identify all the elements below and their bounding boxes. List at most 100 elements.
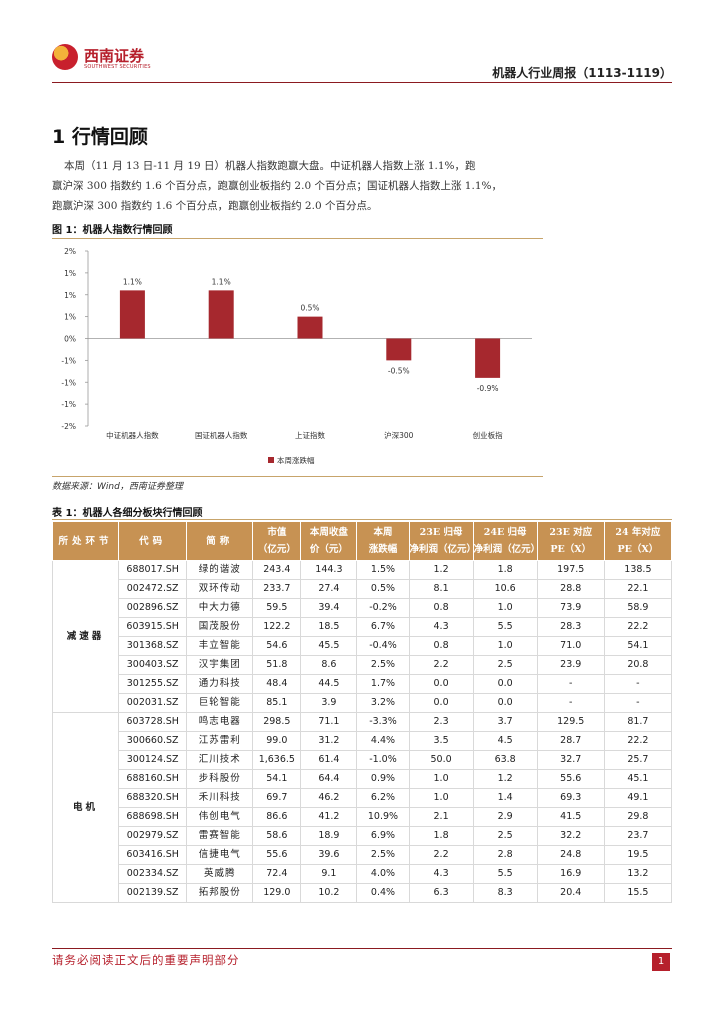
stock-name-cell: 汉宇集团	[186, 655, 254, 675]
table-header-cell: 简称	[186, 521, 254, 561]
table-header-cell: 24E 归母 净利润（亿元）	[472, 521, 540, 561]
value-cell: 99.0	[252, 731, 302, 751]
value-cell: 4.4%	[356, 731, 410, 751]
table-row: 300124.SZ 汇川技术 1,636.5 61.4 -1.0% 50.0 63.8 32.…	[53, 750, 673, 770]
table-row: 002896.SZ 中大力德 59.5 39.4 -0.2% 0.8 1.0 73.9 58.9	[53, 598, 673, 618]
x-category-label: 沪深300	[384, 430, 414, 440]
value-cell: 1.0	[472, 636, 538, 656]
stock-name-cell: 国茂股份	[186, 617, 254, 637]
value-cell: 1.8	[472, 560, 538, 580]
x-category-label: 中证机器人指数	[106, 430, 159, 440]
y-tick-label: -1%	[61, 400, 76, 409]
stock-name-cell: 鸣志电器	[186, 712, 254, 732]
value-cell: 27.4	[300, 579, 358, 599]
value-cell: 28.8	[536, 579, 605, 599]
value-cell: 4.3	[408, 617, 474, 637]
index-performance-chart: 2% 1% 1% 1% 0% -1% -1% -1% -2% 1.1% 中证机器人指数 1.1% 国证…	[61, 247, 532, 465]
value-cell: 0.0	[408, 674, 474, 694]
value-cell: 22.1	[603, 579, 673, 599]
value-cell: 45.1	[603, 769, 673, 789]
stock-name-cell: 巨轮智能	[186, 693, 254, 713]
value-cell: 233.7	[252, 579, 302, 599]
stock-name-cell: 丰立智能	[186, 636, 254, 656]
y-axis: 2% 1% 1% 1% 0% -1% -1% -1% -2%	[61, 247, 532, 431]
stock-name-cell: 拓邦股份	[186, 883, 254, 903]
value-cell: 6.3	[408, 883, 474, 903]
value-cell: 1.4	[472, 788, 538, 808]
y-tick-label: -2%	[61, 422, 76, 431]
y-tick-label: 1%	[64, 269, 76, 278]
value-cell: 32.7	[536, 750, 605, 770]
value-cell: 243.4	[252, 560, 302, 580]
value-cell: 2.8	[472, 845, 538, 865]
bar	[475, 338, 501, 378]
stock-code-cell: 603728.SH	[118, 712, 188, 732]
stock-code-cell: 002979.SZ	[118, 826, 188, 846]
value-cell: 2.5	[472, 826, 538, 846]
table-row: 电机 603728.SH 鸣志电器 298.5 71.1 -3.3% 2.3 3.7 129.5…	[51, 712, 673, 903]
table-caption: 表 1：机器人各细分板块行情回顾	[52, 508, 203, 519]
logo-english-name: SOUTHWEST SECURITIES	[84, 64, 151, 70]
value-cell: -	[536, 693, 605, 713]
value-cell: 54.1	[603, 636, 673, 656]
stock-name-cell: 双环传动	[186, 579, 254, 599]
section-title: 1 行情回顾	[52, 126, 148, 148]
value-cell: 1.5%	[356, 560, 410, 580]
value-cell: 5.5	[472, 617, 538, 637]
value-cell: 39.6	[300, 845, 358, 865]
value-cell: 10.2	[300, 883, 358, 903]
value-cell: 129.5	[536, 712, 605, 732]
x-category-label: 国证机器人指数	[195, 430, 248, 440]
bar-value-label: -0.5%	[388, 366, 410, 375]
bar-value-label: 1.1%	[212, 277, 231, 286]
value-cell: 54.1	[252, 769, 302, 789]
value-cell: 2.2	[408, 845, 474, 865]
value-cell: 2.3	[408, 712, 474, 732]
value-cell: 48.4	[252, 674, 302, 694]
table-row: 002139.SZ 拓邦股份 129.0 10.2 0.4% 6.3 8.3 20.4 15.5	[53, 883, 673, 903]
y-tick-label: -1%	[61, 356, 76, 365]
stock-code-cell: 300403.SZ	[118, 655, 188, 675]
x-category-label: 创业板指	[473, 430, 503, 440]
figure-top-rule	[52, 238, 543, 239]
value-cell: 144.3	[300, 560, 358, 580]
table-header-cell: 市值 （亿元）	[252, 521, 302, 561]
value-cell: 64.4	[300, 769, 358, 789]
value-cell: 31.2	[300, 731, 358, 751]
table-row: 002979.SZ 雷赛智能 58.6 18.9 6.9% 1.8 2.5 32.2 23.7	[53, 826, 673, 846]
value-cell: 6.2%	[356, 788, 410, 808]
segment-cell: 减速器	[51, 560, 120, 713]
value-cell: 20.4	[536, 883, 605, 903]
value-cell: 0.5%	[356, 579, 410, 599]
value-cell: 298.5	[252, 712, 302, 732]
stock-code-cell: 688320.SH	[118, 788, 188, 808]
value-cell: 6.7%	[356, 617, 410, 637]
value-cell: 8.6	[300, 655, 358, 675]
table-header-row: 所处环节 代码 简称 市值 （亿元） 本周收盘 价（元） 本周 涨跌幅 23E 归母 净利润（亿元）…	[51, 521, 673, 561]
value-cell: 58.6	[252, 826, 302, 846]
summary-paragraph: 本周（11 月 13 日-11 月 19 日）机器人指数跑赢大盘。中证机器人指数…	[52, 156, 672, 216]
value-cell: 69.3	[536, 788, 605, 808]
bar	[119, 290, 145, 339]
value-cell: 73.9	[536, 598, 605, 618]
stock-name-cell: 绿的谐波	[186, 560, 254, 580]
table-row: 688320.SH 禾川科技 69.7 46.2 6.2% 1.0 1.4 69.3 49.1	[53, 788, 673, 808]
value-cell: 18.5	[300, 617, 358, 637]
value-cell: 10.9%	[356, 807, 410, 827]
data-source-note: 数据来源：Wind，西南证券整理	[52, 482, 183, 492]
value-cell: 22.2	[603, 617, 673, 637]
value-cell: 71.1	[300, 712, 358, 732]
value-cell: 41.5	[536, 807, 605, 827]
value-cell: 69.7	[252, 788, 302, 808]
value-cell: -	[603, 674, 673, 694]
value-cell: 2.5%	[356, 845, 410, 865]
stock-code-cell: 688017.SH	[118, 560, 188, 580]
value-cell: 45.5	[300, 636, 358, 656]
value-cell: 122.2	[252, 617, 302, 637]
table-header-cell: 23E 对应 PE（X）	[536, 521, 605, 561]
value-cell: 55.6	[252, 845, 302, 865]
value-cell: 1.0	[408, 769, 474, 789]
value-cell: 44.5	[300, 674, 358, 694]
x-category-label: 上证指数	[295, 430, 325, 440]
table-header-cell: 代码	[118, 521, 188, 561]
